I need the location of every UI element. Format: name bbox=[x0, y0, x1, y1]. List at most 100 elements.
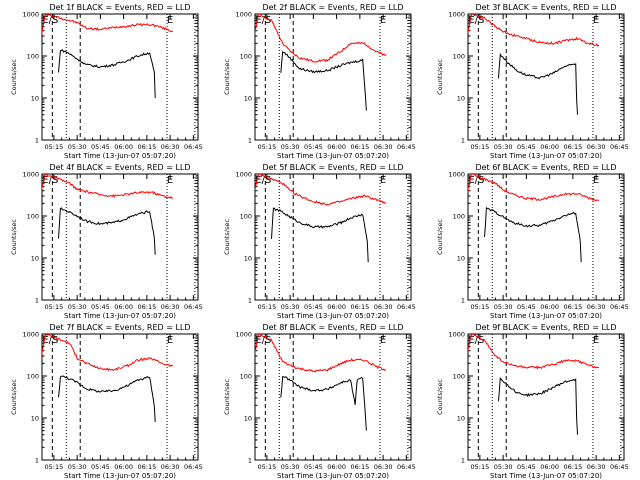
x-tick-label: 06:45 bbox=[397, 143, 416, 151]
x-tick-label: 06:30 bbox=[587, 303, 606, 311]
x-tick-label: 06:15 bbox=[563, 463, 582, 471]
x-tick-label: 06:45 bbox=[184, 143, 203, 151]
panel-title: Det 5f BLACK = Events, RED = LLD bbox=[262, 163, 403, 172]
x-tick-label: 06:45 bbox=[610, 303, 629, 311]
marker-label-es: E/S bbox=[255, 335, 271, 346]
x-tick-label: 06:30 bbox=[161, 303, 180, 311]
x-tick-label: 06:45 bbox=[184, 303, 203, 311]
series-events-line bbox=[58, 49, 156, 99]
series-events-line bbox=[280, 50, 367, 111]
y-axis-label: Counts/sec bbox=[223, 59, 231, 95]
x-tick-label: 05:15 bbox=[258, 143, 277, 151]
x-tick-label: 05:45 bbox=[91, 303, 110, 311]
y-tick-label: 100 bbox=[240, 373, 252, 381]
marker-label-e: E bbox=[380, 175, 386, 186]
panel-2: Det 2f BLACK = Events, RED = LLD 1 10 100 10… bbox=[223, 3, 416, 160]
y-tick-label: 100 bbox=[240, 213, 252, 221]
x-tick-label: 05:30 bbox=[68, 143, 87, 151]
y-axis-label: Counts/sec bbox=[10, 379, 18, 415]
marker-label-es: E/S bbox=[42, 335, 58, 346]
y-tick-label: 100 bbox=[453, 213, 465, 221]
x-tick-label: 05:15 bbox=[258, 303, 277, 311]
series-events-line bbox=[58, 207, 156, 255]
marker-label-e: E bbox=[167, 175, 173, 186]
y-tick-label: 1 bbox=[248, 457, 252, 465]
y-axis-label: Counts/sec bbox=[436, 219, 444, 255]
y-tick-label: 1000 bbox=[22, 331, 39, 339]
y-tick-label: 10 bbox=[31, 415, 39, 423]
series-lld-line bbox=[42, 14, 174, 36]
panel-8: Det 8f BLACK = Events, RED = LLD 1 10 100 10… bbox=[223, 323, 416, 480]
series-events-line bbox=[280, 376, 367, 431]
y-tick-label: 10 bbox=[457, 95, 465, 103]
x-tick-label: 06:15 bbox=[137, 463, 156, 471]
series-events-line bbox=[498, 52, 578, 115]
y-tick-label: 1 bbox=[35, 137, 39, 145]
y-tick-label: 1 bbox=[461, 137, 465, 145]
panel-5: Det 5f BLACK = Events, RED = LLD 1 10 100 10… bbox=[223, 163, 416, 320]
x-tick-label: 05:15 bbox=[45, 463, 64, 471]
x-tick-label: 05:45 bbox=[91, 143, 110, 151]
x-tick-label: 06:00 bbox=[540, 303, 559, 311]
series-lld-line bbox=[468, 334, 599, 370]
series-events-line bbox=[484, 206, 582, 263]
y-axis-label: Counts/sec bbox=[223, 379, 231, 415]
y-axis-label: Counts/sec bbox=[10, 219, 18, 255]
y-axis-label: Counts/sec bbox=[10, 59, 18, 95]
marker-label-es: E/S bbox=[468, 175, 484, 186]
x-tick-label: 06:00 bbox=[327, 303, 346, 311]
x-tick-label: 06:45 bbox=[610, 143, 629, 151]
x-tick-label: 06:45 bbox=[397, 463, 416, 471]
x-tick-label: 05:30 bbox=[494, 463, 513, 471]
y-tick-label: 1000 bbox=[448, 331, 465, 339]
x-tick-label: 05:30 bbox=[68, 463, 87, 471]
marker-label-e: E bbox=[380, 335, 386, 346]
x-axis-label: Start Time (13-Jun-07 05:07:20) bbox=[490, 472, 602, 480]
x-tick-label: 06:45 bbox=[397, 303, 416, 311]
x-tick-label: 06:30 bbox=[161, 143, 180, 151]
x-tick-label: 05:45 bbox=[304, 463, 323, 471]
x-tick-label: 05:30 bbox=[68, 303, 87, 311]
x-tick-label: 06:30 bbox=[374, 303, 393, 311]
y-axis-label: Counts/sec bbox=[223, 219, 231, 255]
x-axis-label: Start Time (13-Jun-07 05:07:20) bbox=[64, 312, 176, 320]
y-tick-label: 1000 bbox=[235, 11, 252, 19]
x-axis-label: Start Time (13-Jun-07 05:07:20) bbox=[64, 152, 176, 160]
marker-label-e: E bbox=[380, 15, 386, 26]
x-tick-label: 06:00 bbox=[540, 463, 559, 471]
x-tick-label: 06:30 bbox=[374, 463, 393, 471]
x-tick-label: 06:00 bbox=[114, 463, 133, 471]
panel-title: Det 4f BLACK = Events, RED = LLD bbox=[49, 163, 190, 172]
x-tick-label: 06:00 bbox=[327, 463, 346, 471]
x-axis-label: Start Time (13-Jun-07 05:07:20) bbox=[490, 152, 602, 160]
x-tick-label: 06:00 bbox=[114, 143, 133, 151]
panel-4: Det 4f BLACK = Events, RED = LLD 1 10 100 10… bbox=[10, 163, 203, 320]
y-axis-label: Counts/sec bbox=[436, 379, 444, 415]
x-tick-label: 05:30 bbox=[494, 143, 513, 151]
x-tick-label: 05:15 bbox=[258, 463, 277, 471]
y-tick-label: 1 bbox=[248, 297, 252, 305]
x-axis-label: Start Time (13-Jun-07 05:07:20) bbox=[277, 312, 389, 320]
y-tick-label: 1000 bbox=[448, 171, 465, 179]
marker-label-es: E/S bbox=[468, 335, 484, 346]
x-tick-label: 05:15 bbox=[471, 303, 490, 311]
y-tick-label: 10 bbox=[457, 255, 465, 263]
y-tick-label: 10 bbox=[457, 415, 465, 423]
y-tick-label: 1000 bbox=[22, 11, 39, 19]
y-tick-label: 1000 bbox=[235, 171, 252, 179]
x-axis-label: Start Time (13-Jun-07 05:07:20) bbox=[277, 472, 389, 480]
x-tick-label: 05:45 bbox=[517, 303, 536, 311]
series-events-line bbox=[498, 376, 578, 435]
panel-title: Det 1f BLACK = Events, RED = LLD bbox=[49, 3, 190, 12]
plot-frame bbox=[41, 333, 199, 461]
x-tick-label: 06:15 bbox=[350, 463, 369, 471]
series-lld-line bbox=[468, 14, 600, 48]
panel-9: Det 9f BLACK = Events, RED = LLD 1 10 100 10… bbox=[436, 323, 629, 480]
plot-frame bbox=[254, 13, 412, 141]
y-tick-label: 1 bbox=[248, 137, 252, 145]
x-tick-label: 06:30 bbox=[587, 463, 606, 471]
x-tick-label: 05:45 bbox=[304, 143, 323, 151]
series-lld-line bbox=[42, 334, 174, 372]
x-tick-label: 06:00 bbox=[327, 143, 346, 151]
series-events-line bbox=[271, 207, 369, 263]
